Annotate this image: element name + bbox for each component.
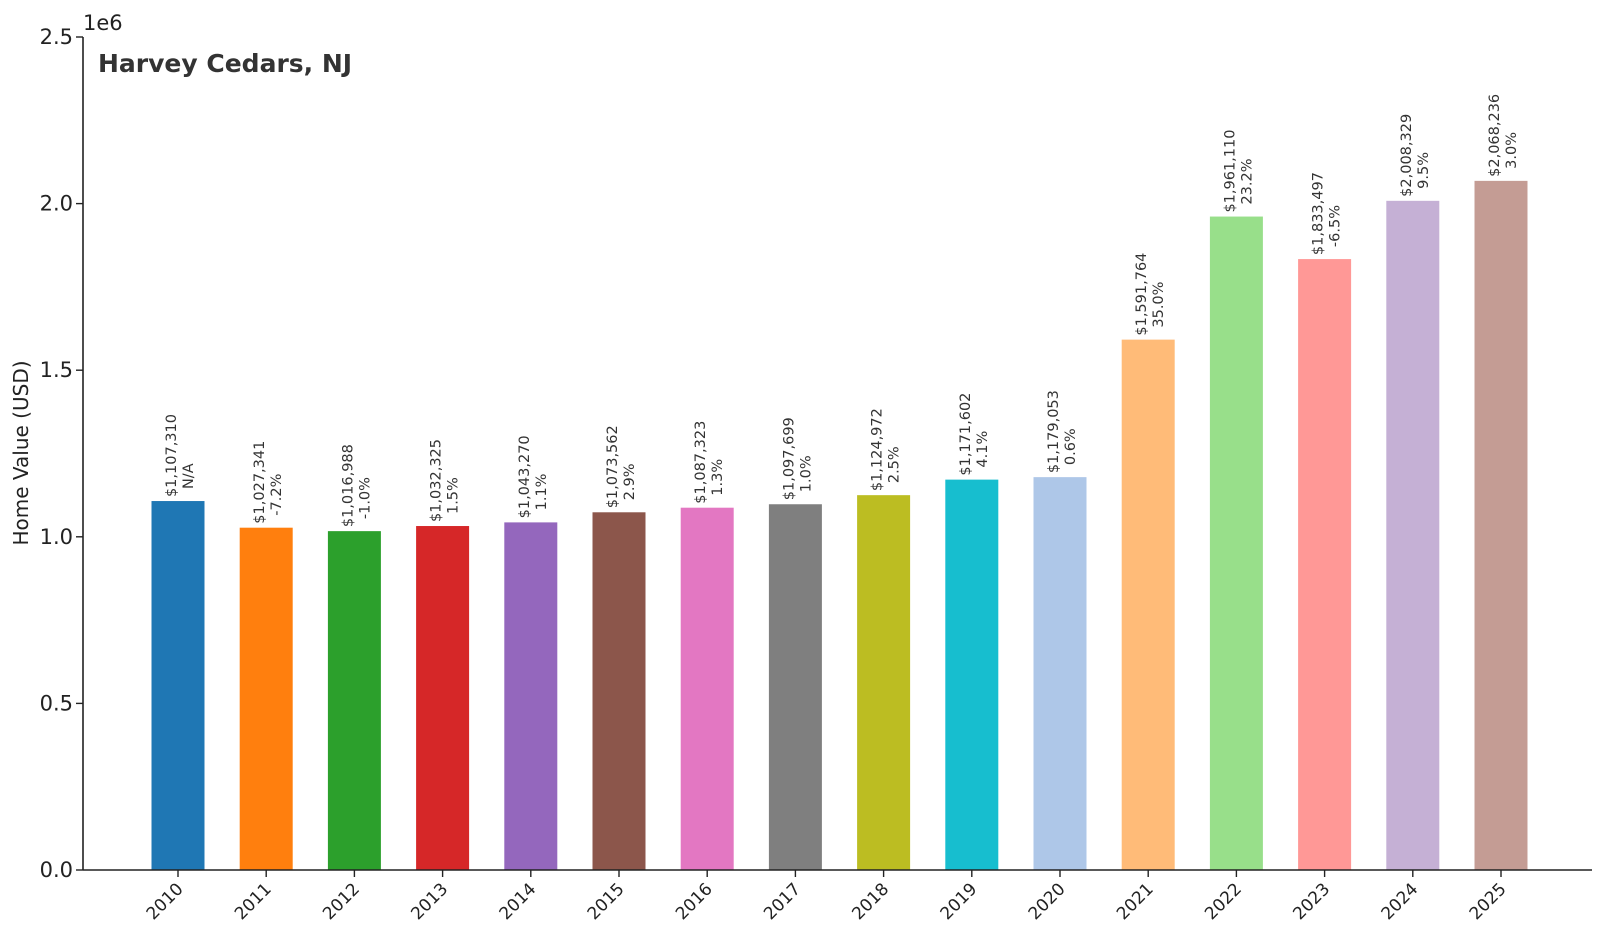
bar-label-group: $1,073,562 2.9% (605, 425, 638, 508)
bar-change-label: 35.0% (1151, 282, 1167, 328)
bar-2014 (504, 522, 558, 870)
bar-2024 (1386, 200, 1440, 871)
x-tick-label: 2021 (1113, 879, 1158, 924)
x-axis-ticks: 2010 2011 2012 2013 2014 2015 2016 2017 2018 2019… (143, 870, 1511, 924)
bar-value-label: $1,833,497 (1311, 172, 1327, 255)
bar-label-group: $1,097,699 1.0% (781, 417, 814, 500)
bar-change-label: 2.9% (622, 463, 638, 500)
bar-label-group: $1,107,310 N/A (164, 414, 197, 497)
bar-change-label: -6.5% (1328, 205, 1344, 247)
bar-label-group: $1,171,602 4.1% (958, 393, 991, 476)
x-tick-label: 2023 (1289, 879, 1334, 924)
bars-layer (151, 180, 1528, 871)
bar-value-label: $1,087,323 (693, 421, 709, 504)
bar-label-group: $1,124,972 2.5% (870, 408, 903, 491)
bar-value-label: $1,107,310 (164, 414, 180, 497)
bar-2016 (680, 507, 734, 870)
bar-change-label: 1.5% (446, 477, 462, 514)
x-tick-label: 2020 (1025, 879, 1070, 924)
x-tick-label: 2015 (584, 879, 629, 924)
bar-value-label: $1,097,699 (781, 417, 797, 500)
bar-change-label: -7.2% (269, 474, 285, 516)
bar-label-group: $1,833,497 -6.5% (1311, 172, 1344, 255)
bar-2020 (1033, 477, 1087, 870)
y-tick-label: 2.5 (40, 25, 73, 49)
chart-title: Harvey Cedars, NJ (98, 49, 352, 78)
bar-value-label: $1,027,341 (252, 441, 268, 524)
bar-2018 (857, 495, 911, 870)
bar-2017 (768, 504, 822, 870)
y-axis-label: Home Value (USD) (9, 360, 33, 545)
y-tick-label: 2.0 (40, 192, 73, 216)
bar-label-group: $1,961,110 23.2% (1222, 130, 1255, 213)
bar-2023 (1298, 259, 1352, 870)
bar-change-label: -1.0% (357, 477, 373, 519)
x-tick-label: 2016 (672, 879, 717, 924)
x-tick-label: 2017 (760, 879, 805, 924)
bar-change-label: 0.6% (1063, 428, 1079, 465)
bar-value-label: $1,179,053 (1046, 390, 1062, 473)
y-tick-label: 1.5 (40, 358, 73, 382)
bar-2015 (592, 512, 646, 870)
bar-value-label: $1,043,270 (517, 435, 533, 518)
bar-value-label: $1,073,562 (605, 425, 621, 508)
x-tick-label: 2012 (319, 879, 364, 924)
bar-label-group: $1,591,764 35.0% (1134, 253, 1167, 336)
bar-label-group: $1,087,323 1.3% (693, 421, 726, 504)
bar-2011 (239, 527, 293, 870)
bar-2025 (1474, 180, 1528, 870)
y-axis-ticks: 0.0 0.5 1.0 1.5 2.0 2.5 (40, 25, 83, 882)
bar-2012 (327, 531, 381, 870)
bar-value-label: $1,032,325 (429, 439, 445, 522)
bar-value-label: $1,124,972 (870, 408, 886, 491)
y-tick-label: 0.0 (40, 858, 73, 882)
bar-change-label: N/A (181, 463, 197, 489)
bar-change-label: 9.5% (1416, 152, 1432, 189)
bar-label-group: $1,032,325 1.5% (429, 439, 462, 522)
bar-change-label: 3.0% (1504, 132, 1520, 169)
y-axis-offset-label: 1e6 (83, 11, 123, 35)
x-tick-label: 2019 (937, 879, 982, 924)
bar-2021 (1121, 339, 1175, 870)
bar-value-label: $1,171,602 (958, 393, 974, 476)
bar-label-group: $1,179,053 0.6% (1046, 390, 1079, 473)
bar-change-label: 23.2% (1239, 158, 1255, 204)
bar-value-label: $1,016,988 (340, 444, 356, 527)
bar-change-label: 1.0% (798, 455, 814, 492)
x-tick-label: 2010 (143, 879, 188, 924)
bar-label-group: $1,016,988 -1.0% (340, 444, 373, 527)
y-tick-label: 1.0 (40, 525, 73, 549)
bar-2010 (151, 501, 205, 870)
x-tick-label: 2024 (1378, 879, 1423, 924)
bar-label-group: $2,068,236 3.0% (1487, 94, 1520, 177)
bar-change-label: 1.3% (710, 459, 726, 496)
y-tick-label: 0.5 (40, 691, 73, 715)
bar-change-label: 4.1% (975, 431, 991, 468)
bar-value-label: $1,591,764 (1134, 253, 1150, 336)
bar-label-group: $1,043,270 1.1% (517, 435, 550, 518)
x-tick-label: 2018 (848, 879, 893, 924)
bar-2019 (945, 479, 999, 870)
bar-change-label: 2.5% (887, 446, 903, 483)
bar-label-group: $2,008,329 9.5% (1399, 114, 1432, 197)
bar-value-label: $2,008,329 (1399, 114, 1415, 197)
x-tick-label: 2014 (496, 879, 541, 924)
x-tick-label: 2022 (1201, 879, 1246, 924)
bar-label-group: $1,027,341 -7.2% (252, 441, 285, 524)
bar-2022 (1209, 216, 1263, 870)
bar-change-label: 1.1% (534, 474, 550, 511)
x-tick-label: 2011 (231, 879, 276, 924)
bar-labels-layer: $1,107,310 N/A $1,027,341 -7.2% $1,016,988 -1… (164, 94, 1520, 527)
bar-2013 (416, 526, 470, 870)
bar-value-label: $2,068,236 (1487, 94, 1503, 177)
x-tick-label: 2025 (1466, 879, 1511, 924)
x-tick-label: 2013 (407, 879, 452, 924)
bar-value-label: $1,961,110 (1222, 130, 1238, 213)
